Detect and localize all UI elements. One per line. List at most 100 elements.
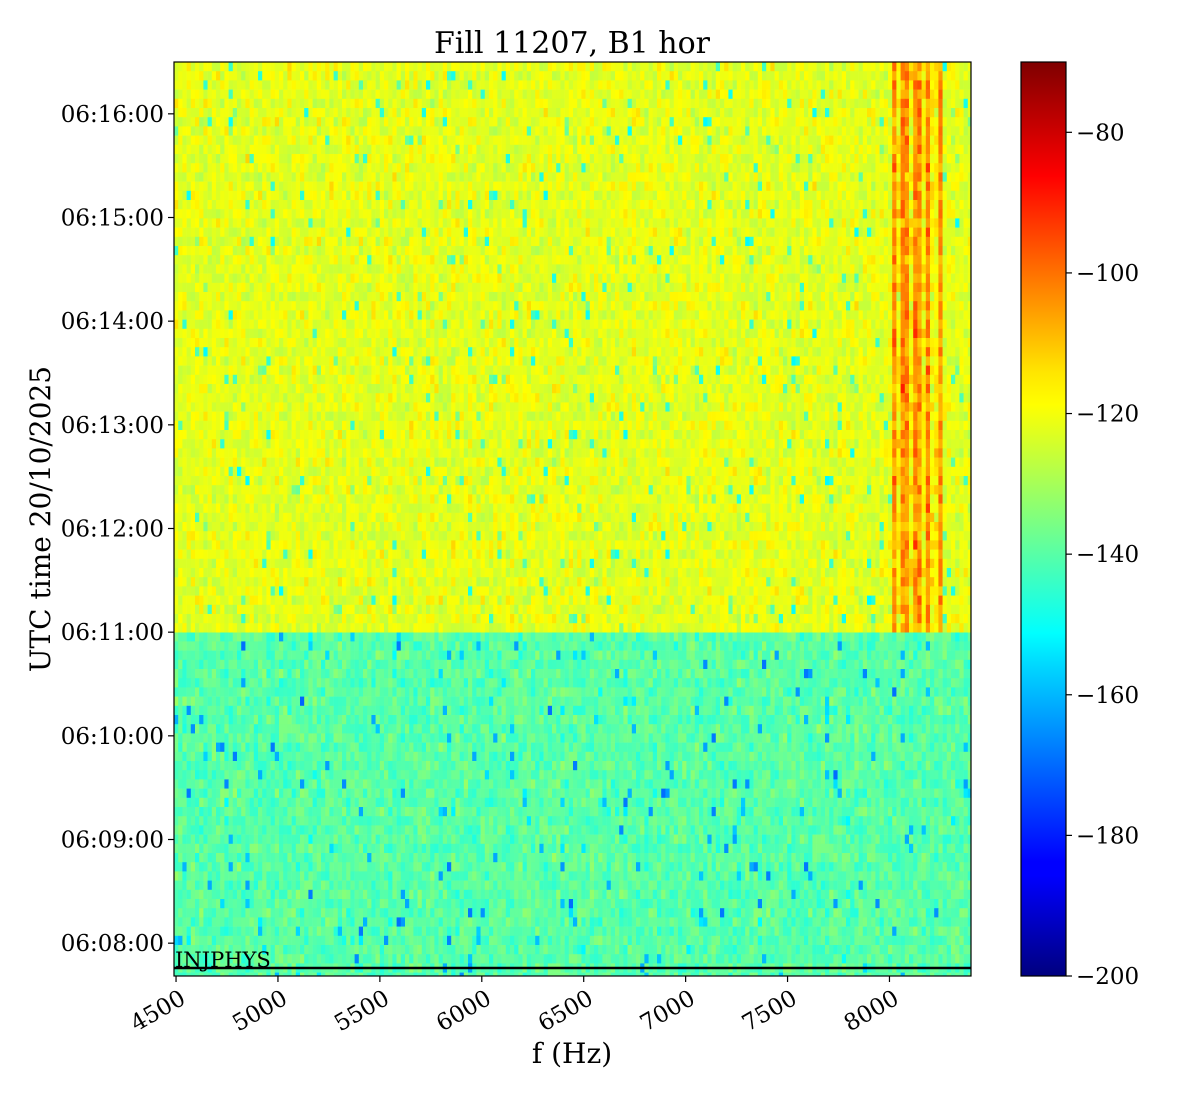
heatmap-cell <box>304 743 309 753</box>
heatmap-cell <box>191 687 196 697</box>
heatmap-cell <box>346 743 351 753</box>
heatmap-cell <box>304 789 309 799</box>
heatmap-cell <box>678 761 683 771</box>
heatmap-cell <box>884 779 889 789</box>
heatmap-cell <box>615 862 620 872</box>
heatmap-cell <box>380 660 385 670</box>
heatmap-cell <box>308 669 313 679</box>
heatmap-cell <box>182 816 187 826</box>
heatmap-cell <box>783 761 788 771</box>
heatmap-cell <box>854 835 859 845</box>
heatmap-cell <box>485 733 490 743</box>
heatmap-cell <box>913 825 918 835</box>
heatmap-cell <box>187 761 192 771</box>
heatmap-cell <box>917 770 922 780</box>
heatmap-cell <box>430 835 435 845</box>
heatmap-cell <box>854 770 859 780</box>
heatmap-cell <box>271 697 276 707</box>
heatmap-cell <box>535 651 540 661</box>
heatmap-cell <box>594 835 599 845</box>
heatmap-cell <box>817 779 822 789</box>
heatmap-cell <box>329 669 334 679</box>
heatmap-cell <box>901 798 906 808</box>
heatmap-cell <box>279 862 284 872</box>
heatmap-cell <box>464 641 469 651</box>
heatmap-cell <box>812 825 817 835</box>
heatmap-cell <box>733 669 738 679</box>
heatmap-cell <box>670 825 675 835</box>
heatmap-cell <box>460 779 465 789</box>
heatmap-cell <box>300 678 305 688</box>
heatmap-cell <box>947 660 952 670</box>
heatmap-cell <box>552 706 557 716</box>
heatmap-cell <box>569 798 574 808</box>
heatmap-cell <box>279 651 284 661</box>
heatmap-cell <box>497 862 502 872</box>
heatmap-cell <box>359 871 364 881</box>
heatmap-cell <box>926 853 931 863</box>
heatmap-cell <box>409 706 414 716</box>
heatmap-cell <box>909 651 914 661</box>
heatmap-cell <box>737 632 742 642</box>
heatmap-cell <box>703 706 708 716</box>
heatmap-cell <box>476 697 481 707</box>
heatmap-cell <box>951 862 956 872</box>
heatmap-cell <box>762 761 767 771</box>
heatmap-cell <box>724 641 729 651</box>
heatmap-cell <box>577 789 582 799</box>
heatmap-cell <box>754 761 759 771</box>
heatmap-cell <box>766 743 771 753</box>
heatmap-cell <box>506 678 511 688</box>
heatmap-cell <box>800 779 805 789</box>
heatmap-cell <box>703 697 708 707</box>
heatmap-cell <box>745 743 750 753</box>
heatmap-cell <box>703 743 708 753</box>
heatmap-cell <box>422 697 427 707</box>
heatmap-cell <box>607 807 612 817</box>
heatmap-cell <box>392 733 397 743</box>
heatmap-cell <box>245 697 250 707</box>
heatmap-cell <box>245 715 250 725</box>
heatmap-cell <box>762 669 767 679</box>
heatmap-cell <box>800 743 805 753</box>
heatmap-cell <box>745 835 750 845</box>
heatmap-cell <box>422 687 427 697</box>
heatmap-cell <box>670 752 675 762</box>
heatmap-cell <box>821 743 826 753</box>
heatmap-cell <box>720 651 725 661</box>
heatmap-cell <box>913 715 918 725</box>
heatmap-cell <box>586 835 591 845</box>
heatmap-cell <box>724 770 729 780</box>
heatmap-cell <box>829 651 834 661</box>
heatmap-cell <box>640 651 645 661</box>
heatmap-cell <box>439 798 444 808</box>
heatmap-cell <box>539 641 544 651</box>
heatmap-cell <box>615 733 620 743</box>
heatmap-cell <box>854 660 859 670</box>
heatmap-cell <box>938 724 943 734</box>
heatmap-cell <box>212 632 217 642</box>
heatmap-cell <box>565 853 570 863</box>
heatmap-cell <box>401 706 406 716</box>
heatmap-cell <box>199 687 204 697</box>
heatmap-cell <box>216 853 221 863</box>
heatmap-cell <box>426 761 431 771</box>
heatmap-cell <box>401 853 406 863</box>
heatmap-cell <box>640 733 645 743</box>
heatmap-cell <box>203 825 208 835</box>
heatmap-cell <box>615 789 620 799</box>
heatmap-cell <box>334 660 339 670</box>
heatmap-cell <box>716 853 721 863</box>
heatmap-cell <box>342 761 347 771</box>
heatmap-cell <box>913 641 918 651</box>
heatmap-cell <box>292 835 297 845</box>
heatmap-cell <box>409 724 414 734</box>
heatmap-cell <box>560 853 565 863</box>
heatmap-cell <box>279 770 284 780</box>
heatmap-cell <box>195 678 200 688</box>
heatmap-cell <box>959 789 964 799</box>
heatmap-cell <box>691 660 696 670</box>
heatmap-cell <box>607 798 612 808</box>
heatmap-cell <box>292 871 297 881</box>
heatmap-cell <box>195 651 200 661</box>
